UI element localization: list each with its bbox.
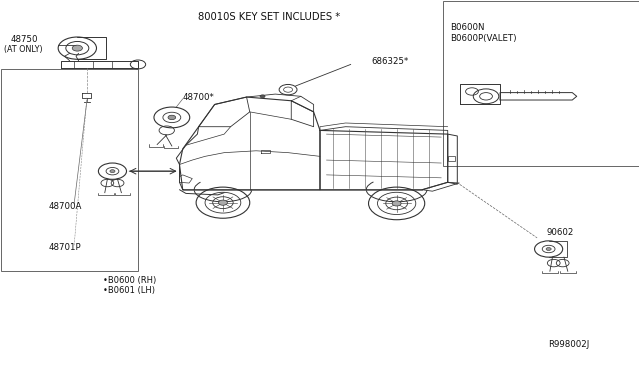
Text: B0600P(VALET): B0600P(VALET) (450, 34, 516, 43)
Text: (AT ONLY): (AT ONLY) (4, 45, 42, 54)
Bar (448, 156, 456, 161)
Text: •B0601 (LH): •B0601 (LH) (103, 286, 155, 295)
Bar (1, 69, 138, 271)
Text: 48700*: 48700* (182, 93, 214, 102)
Circle shape (260, 95, 265, 98)
Circle shape (218, 200, 227, 205)
Text: 80010S KEY SET INCLUDES *: 80010S KEY SET INCLUDES * (198, 12, 340, 22)
Circle shape (110, 170, 115, 173)
Bar (444, 1, 639, 166)
Text: B0600N: B0600N (450, 23, 484, 32)
Circle shape (72, 45, 83, 51)
Circle shape (392, 201, 401, 206)
Text: 686325*: 686325* (371, 57, 408, 66)
Text: •B0600 (RH): •B0600 (RH) (103, 276, 156, 285)
Circle shape (546, 247, 551, 250)
Text: 48750: 48750 (10, 35, 38, 44)
Circle shape (168, 115, 175, 120)
Text: 90602: 90602 (547, 228, 574, 237)
Text: 48701P: 48701P (49, 243, 81, 251)
Text: 48700A: 48700A (49, 202, 82, 211)
Text: R998002J: R998002J (548, 340, 590, 349)
